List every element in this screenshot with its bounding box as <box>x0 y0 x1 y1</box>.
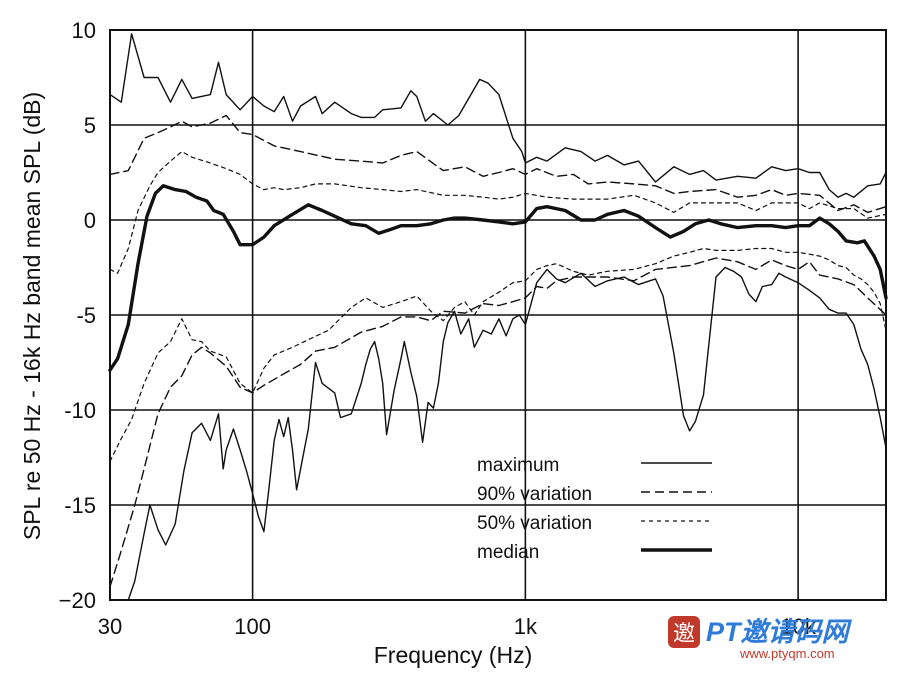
series-group <box>108 33 888 601</box>
y-tick-label: −20 <box>59 588 96 613</box>
legend: maximum 90% variation 50% variation median <box>477 455 712 563</box>
legend-label: 50% variation <box>477 513 592 534</box>
x-tick-labels: 30 100 1k 10k <box>98 614 817 639</box>
y-tick-label: -15 <box>64 493 96 518</box>
y-tick-label: 10 <box>72 18 96 43</box>
y-tick-label: 5 <box>84 113 96 138</box>
series-line-minimum <box>127 266 887 601</box>
series-line-90pct-variation-lower <box>109 257 887 588</box>
legend-label: maximum <box>477 455 559 476</box>
x-tick-label: 100 <box>234 614 271 639</box>
legend-label: median <box>477 542 539 563</box>
series-line-maximum <box>109 33 887 198</box>
y-tick-label: -10 <box>64 398 96 423</box>
watermark-title: PT邀请码网 <box>706 617 853 647</box>
grid <box>110 30 886 600</box>
watermark: 邀 PT邀请码网 www.ptyqm.com <box>668 616 853 661</box>
watermark-seal-char: 邀 <box>673 622 695 647</box>
watermark-url: www.ptyqm.com <box>739 646 835 661</box>
series-line-median <box>108 184 888 372</box>
watermark-seal-icon <box>668 616 700 648</box>
legend-label: 90% variation <box>477 484 592 505</box>
x-tick-label: 1k <box>514 614 538 639</box>
y-tick-labels: 10 5 0 -5 -10 -15 −20 <box>59 18 96 613</box>
plot-frame <box>109 29 887 601</box>
series-line-90pct-variation <box>109 114 887 214</box>
series-line-50pct-variation-lower <box>109 247 887 462</box>
x-tick-label: 10k <box>780 614 816 639</box>
y-axis-title: SPL re 50 Hz - 16k Hz band mean SPL (dB) <box>19 92 45 540</box>
x-axis-title: Frequency (Hz) <box>374 642 532 668</box>
y-tick-label: 0 <box>84 208 96 233</box>
y-tick-label: -5 <box>76 303 96 328</box>
x-tick-label: 30 <box>98 614 122 639</box>
